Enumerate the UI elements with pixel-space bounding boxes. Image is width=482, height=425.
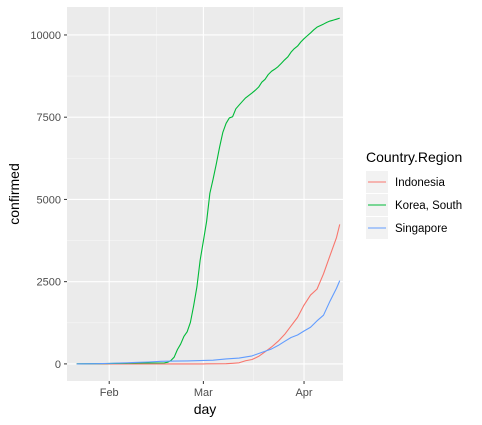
series-lines — [76, 17, 341, 365]
legend-title: Country.Region — [366, 149, 462, 165]
y-tick-label: 7500 — [37, 112, 61, 124]
y-tick-label: 10000 — [30, 30, 61, 42]
legend: Country.Region Indonesia Korea, South Sing… — [366, 149, 462, 239]
legend-label-indonesia: Indonesia — [395, 177, 445, 189]
legend-label-korea-south: Korea, South — [395, 200, 462, 212]
x-axis-title: day — [194, 401, 217, 417]
y-tick-label: 0 — [55, 359, 61, 371]
x-axis: Feb Mar Apr — [100, 381, 313, 399]
x-tick-label: Apr — [295, 387, 312, 399]
series-line-singapore — [76, 280, 341, 365]
y-axis-title: confirmed — [6, 163, 22, 224]
y-tick-label: 5000 — [37, 194, 61, 206]
x-tick-label: Mar — [194, 387, 213, 399]
x-tick-label: Feb — [100, 387, 119, 399]
y-axis: 0 2500 5000 7500 10000 — [30, 30, 67, 371]
series-line-indonesia — [76, 224, 341, 365]
series-line-korea-south — [76, 17, 340, 365]
plot-panel — [67, 7, 343, 381]
y-tick-label: 2500 — [37, 277, 61, 289]
legend-label-singapore: Singapore — [395, 223, 447, 235]
gridlines — [67, 7, 343, 381]
